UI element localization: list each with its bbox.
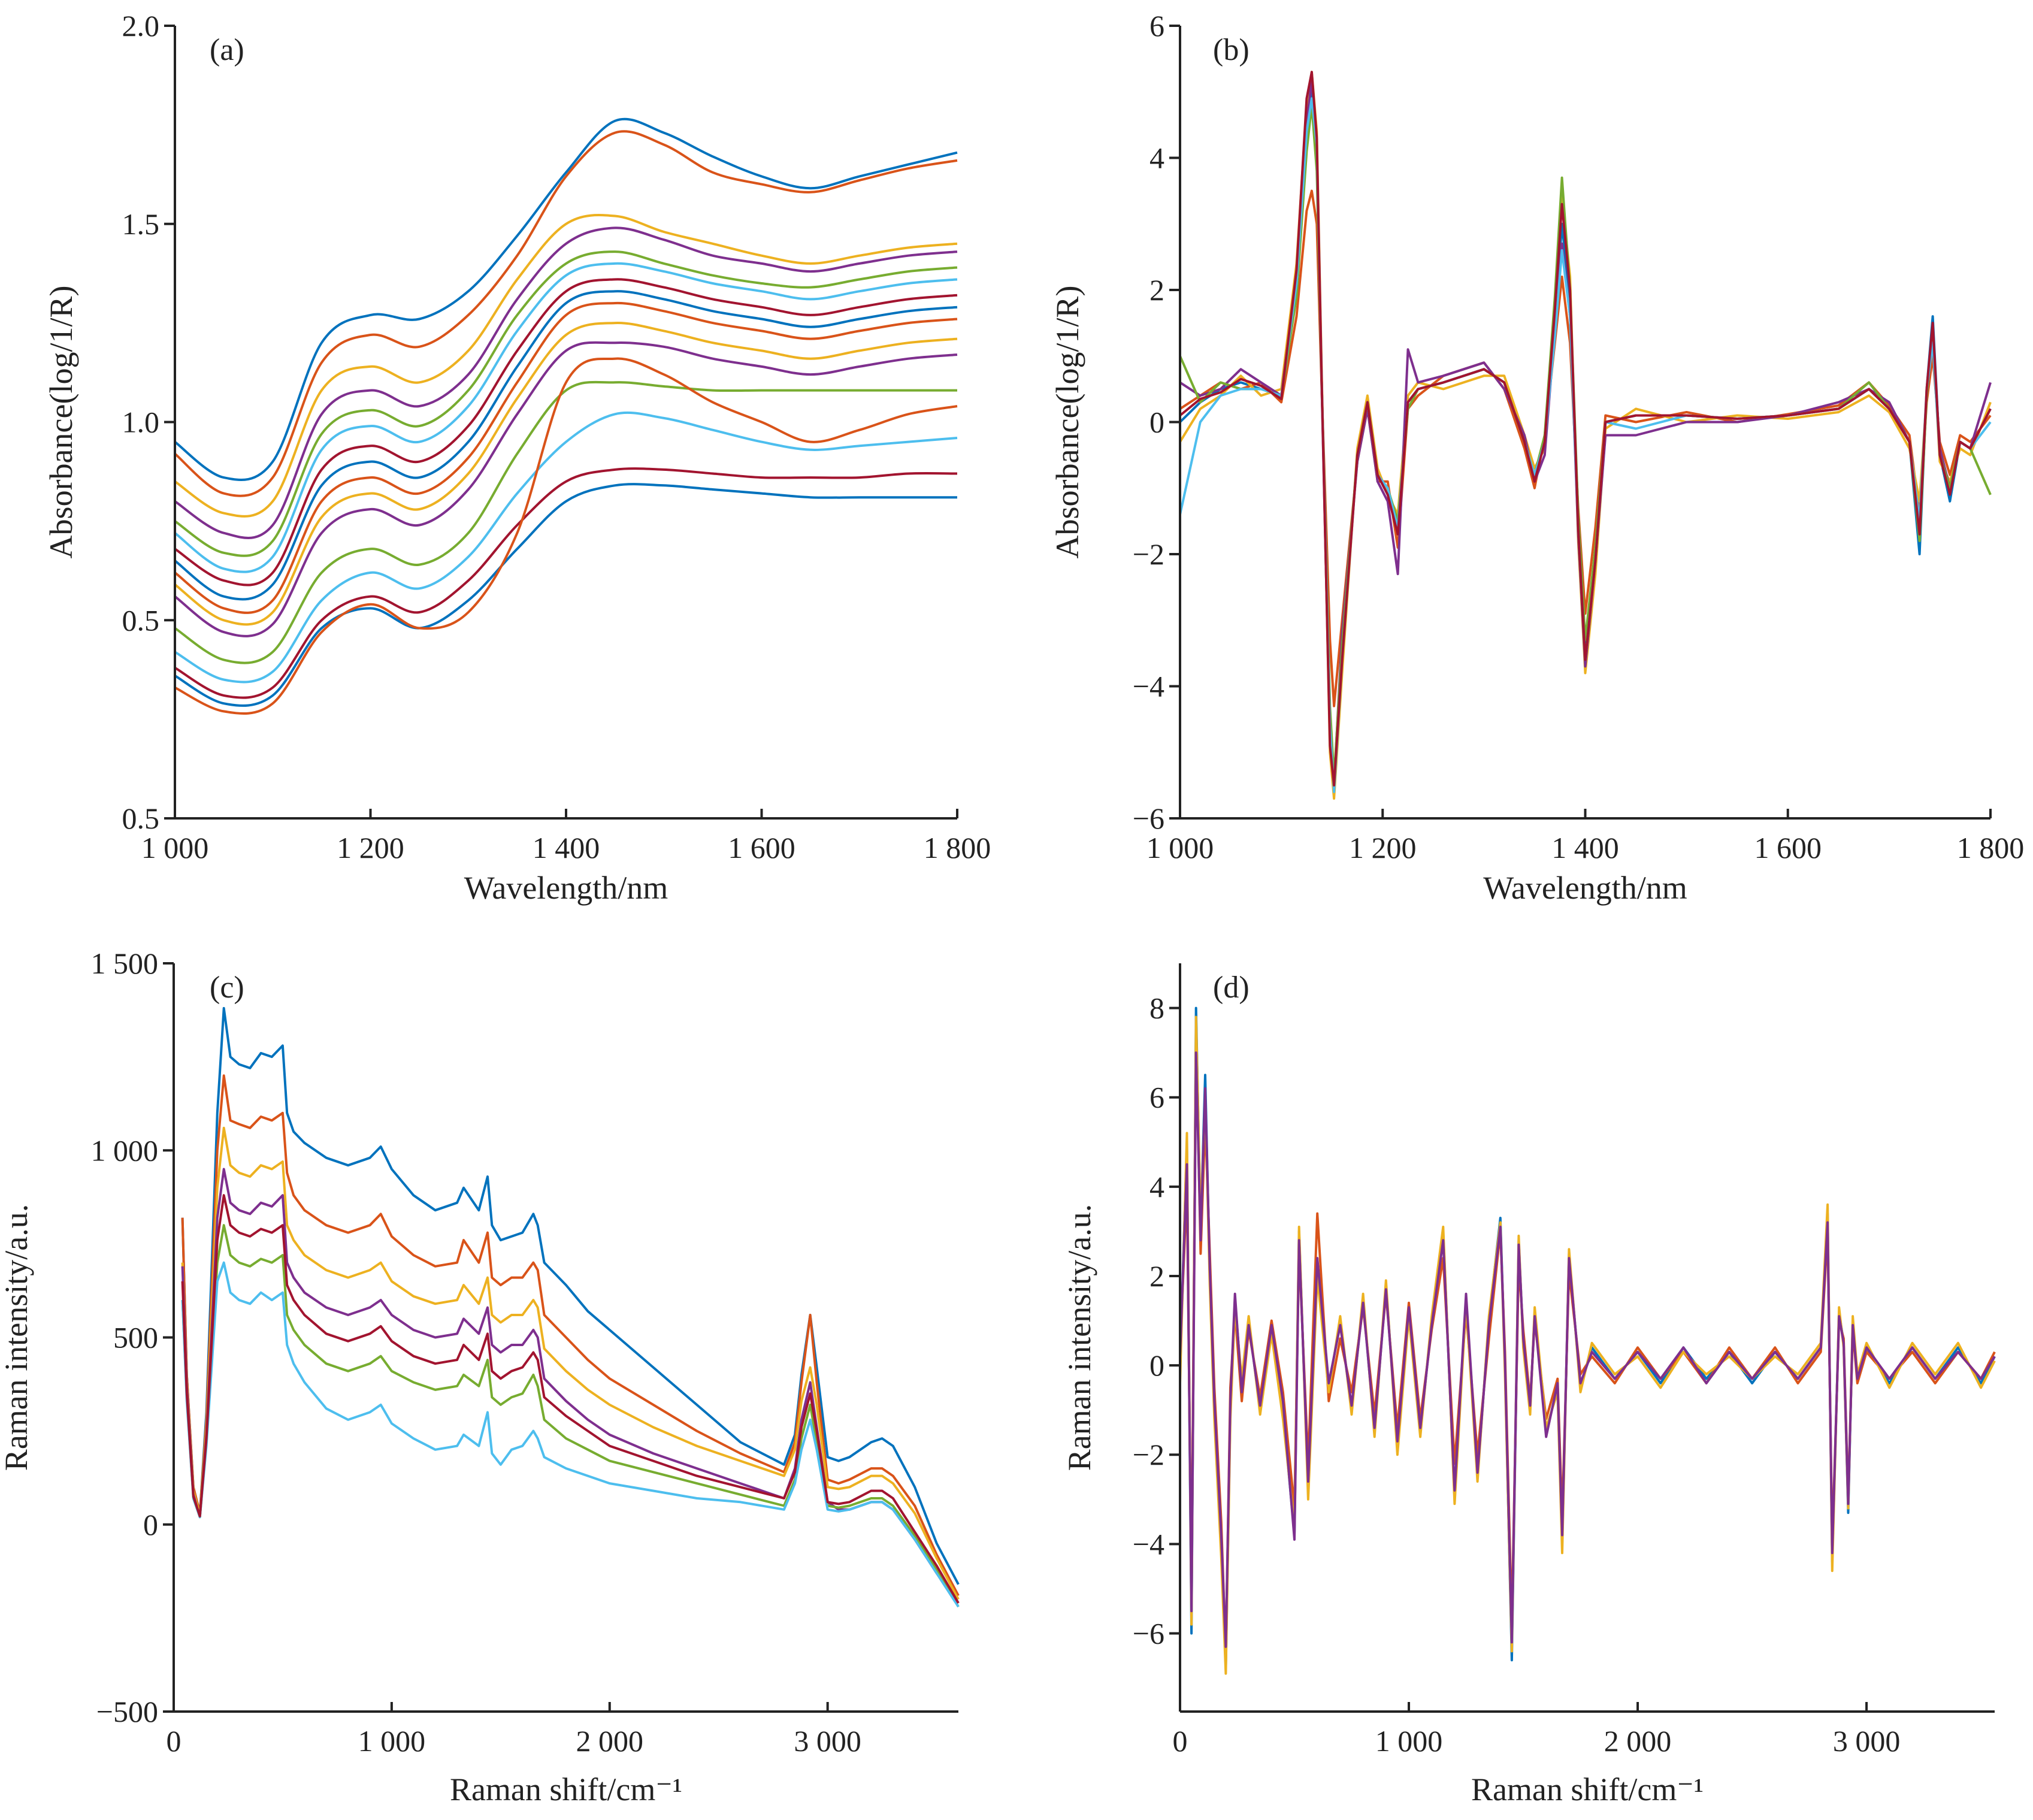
series-line-6 <box>174 262 958 573</box>
x-tick-label: 1 000 <box>1375 1724 1443 1758</box>
y-tick-label: 0.5 <box>122 802 160 835</box>
x-tick-label: 3 000 <box>794 1724 861 1758</box>
series-group <box>181 1006 960 1608</box>
series-group <box>174 117 958 715</box>
x-axis-label: Raman shift/cm⁻¹ <box>1471 1771 1704 1807</box>
y-tick-label: 6 <box>1149 1081 1164 1114</box>
y-tick-label: −6 <box>1133 1617 1164 1650</box>
series-line-3 <box>181 1126 960 1600</box>
panel-d: −6 −4 −2 0 2 4 6 8 0 1 000 2 000 3 000 Raman shift/c… <box>1061 963 1996 1807</box>
series-line-7 <box>174 278 958 586</box>
x-tick-label: 1 200 <box>1349 831 1417 864</box>
series-line-4 <box>181 1168 960 1604</box>
y-tick-label: −6 <box>1133 802 1164 835</box>
y-tick-label: 0.5 <box>122 603 160 637</box>
y-axis-label: Absorbance(log/1/R) <box>43 286 79 559</box>
y-tick-label: 0 <box>1149 1349 1164 1382</box>
x-tick-label: 0 <box>1173 1724 1188 1758</box>
series-line-6 <box>181 1261 960 1608</box>
series-line-1 <box>174 117 958 482</box>
panel-label: (a) <box>210 33 244 67</box>
panel-label: (c) <box>210 971 244 1005</box>
x-tick-label: 3 000 <box>1833 1724 1901 1758</box>
x-axis-label: Wavelength/nm <box>1483 870 1687 906</box>
series-line-8 <box>174 290 958 601</box>
x-tick-label: 0 <box>167 1724 181 1758</box>
y-tick-label: 2 <box>1149 1259 1164 1293</box>
series-line-7 <box>1179 71 1992 787</box>
series-group <box>1179 1006 1996 1675</box>
series-line-14 <box>174 467 958 699</box>
series-line-15 <box>174 483 957 707</box>
series-line-10 <box>174 322 958 626</box>
y-tick-label: −500 <box>96 1695 158 1728</box>
series-group <box>1179 71 1992 800</box>
series-line-4 <box>1179 1051 1996 1648</box>
series-line-9 <box>174 301 958 614</box>
series-line-2 <box>1179 189 1992 708</box>
y-tick-label: 4 <box>1149 141 1164 175</box>
y-tick-label: 500 <box>113 1321 158 1355</box>
y-tick-label: 1.0 <box>122 406 160 439</box>
y-tick-label: −4 <box>1133 670 1164 703</box>
panel-a: 0.5 0.5 1.0 1.5 2.0 1 000 1 200 1 400 1 600 1 800… <box>43 9 991 906</box>
x-tick-label: 1 200 <box>337 831 404 864</box>
y-tick-label: 0 <box>143 1508 158 1541</box>
y-tick-label: 1 000 <box>91 1133 159 1167</box>
y-tick-label: 2.0 <box>122 9 160 43</box>
y-tick-label: −2 <box>1133 537 1164 571</box>
y-tick-label: 8 <box>1149 991 1164 1025</box>
series-line-2 <box>174 130 958 497</box>
y-tick-label: 1.5 <box>122 207 160 241</box>
panel-b: −6 −4 −2 0 2 4 6 1 000 1 200 1 400 1 600 1 800 Wavel… <box>1049 9 2024 906</box>
x-tick-label: 2 000 <box>1604 1724 1672 1758</box>
series-line-7 <box>181 1194 960 1604</box>
y-axis-label: Raman intensity/a.u. <box>0 1204 34 1471</box>
y-axis-label: Raman intensity/a.u. <box>1061 1204 1097 1471</box>
y-tick-label: 4 <box>1149 1170 1164 1204</box>
series-line-5 <box>181 1224 960 1608</box>
x-tick-label: 1 600 <box>728 831 795 864</box>
series-line-12 <box>174 380 957 664</box>
y-tick-label: −4 <box>1133 1527 1164 1561</box>
x-tick-label: 1 600 <box>1754 831 1822 864</box>
x-tick-label: 1 400 <box>1551 831 1619 864</box>
y-tick-label: −2 <box>1133 1438 1164 1471</box>
series-line-4 <box>174 226 958 539</box>
series-line-16 <box>174 357 958 715</box>
series-line-11 <box>174 341 958 637</box>
x-tick-label: 1 400 <box>533 831 600 864</box>
x-tick-label: 2 000 <box>576 1724 644 1758</box>
y-axis-label: Absorbance(log/1/R) <box>1049 286 1085 559</box>
x-tick-label: 1 800 <box>924 831 991 864</box>
panel-label: (b) <box>1213 33 1250 67</box>
series-line-2 <box>181 1074 960 1597</box>
series-line-3 <box>174 214 958 518</box>
series-line-13 <box>174 411 958 684</box>
panel-c: −500 0 500 1 000 1 500 0 1 000 2 000 3 000 Raman … <box>0 947 960 1807</box>
series-line-1 <box>181 1006 960 1585</box>
x-axis-label: Raman shift/cm⁻¹ <box>450 1771 682 1807</box>
panel-label: (d) <box>1213 971 1250 1005</box>
x-tick-label: 1 000 <box>141 831 209 864</box>
series-line-5 <box>174 250 958 557</box>
x-tick-label: 1 000 <box>358 1724 426 1758</box>
y-tick-label: 0 <box>1149 406 1164 439</box>
x-tick-label: 1 800 <box>1957 831 2025 864</box>
y-tick-label: 1 500 <box>91 947 159 980</box>
x-tick-label: 1 000 <box>1146 831 1214 864</box>
y-tick-label: 6 <box>1149 9 1164 43</box>
x-axis-label: Wavelength/nm <box>464 870 668 906</box>
y-tick-label: 2 <box>1149 273 1164 307</box>
